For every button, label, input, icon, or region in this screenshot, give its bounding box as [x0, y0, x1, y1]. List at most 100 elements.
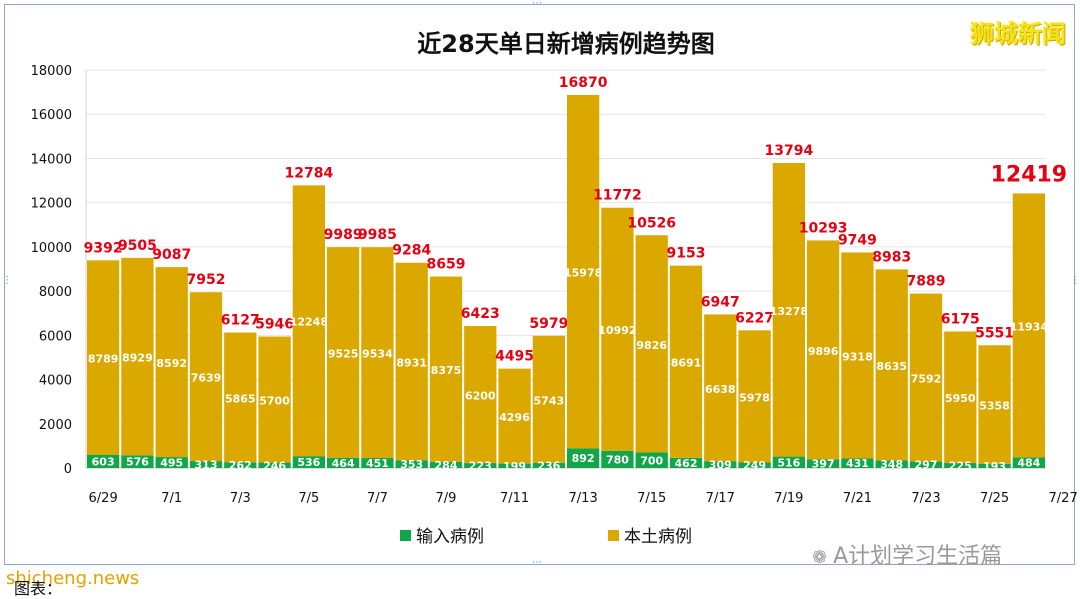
- legend-label: 输入病例: [416, 527, 484, 547]
- data-label-local: 5950: [945, 392, 976, 405]
- bar-imported: [258, 462, 291, 468]
- data-label-local: 5358: [979, 399, 1010, 412]
- data-label-local: 8789: [88, 352, 119, 365]
- y-tick-label: 10000: [31, 241, 72, 256]
- bar-imported: [189, 461, 223, 468]
- bar-imported: [978, 463, 1011, 468]
- data-label-imported: 353: [400, 458, 423, 471]
- bar-local: [361, 247, 394, 459]
- data-label-total: 12784: [284, 165, 333, 181]
- resize-handle-left[interactable]: ⋮: [2, 275, 12, 286]
- bar-imported: [224, 462, 257, 468]
- data-label-local: 8931: [396, 356, 427, 369]
- wechat-watermark-text: A计划学习生活篇: [833, 544, 1003, 569]
- data-label-total: 6175: [941, 311, 980, 327]
- data-label-total: 9749: [838, 232, 877, 248]
- y-tick-label: 6000: [39, 329, 72, 344]
- resize-handle-bottom[interactable]: ⋯: [532, 557, 542, 568]
- resize-handle-top[interactable]: ⋯: [532, 0, 542, 9]
- resize-handle-right[interactable]: ⋮: [1070, 275, 1080, 286]
- y-tick-label: 2000: [39, 418, 72, 433]
- data-label-total: 9505: [118, 238, 157, 254]
- x-tick-label: 7/17: [706, 491, 735, 506]
- data-label-imported: 431: [846, 457, 869, 470]
- bar-local: [669, 265, 703, 458]
- data-label-imported: 892: [572, 452, 595, 465]
- x-tick-label: 7/19: [774, 491, 803, 506]
- data-label-imported: 348: [880, 458, 903, 471]
- y-tick-label: 0: [64, 462, 72, 477]
- y-tick-label: 4000: [39, 374, 72, 389]
- y-tick-label: 16000: [31, 108, 72, 123]
- bar-local: [635, 235, 668, 453]
- data-label-total: 9392: [84, 240, 123, 256]
- wechat-watermark: ❁ A计划学习生活篇: [812, 538, 1002, 570]
- bar-local: [601, 207, 634, 451]
- bar-imported: [395, 460, 428, 468]
- data-label-imported: 780: [606, 453, 629, 466]
- bar-local: [567, 94, 600, 449]
- data-label-total: 9153: [667, 246, 706, 262]
- data-label-local: 7639: [191, 372, 222, 385]
- legend-swatch: [400, 530, 411, 541]
- bar-imported: [909, 461, 943, 468]
- bar-imported: [772, 456, 805, 468]
- x-tick-label: 7/21: [843, 491, 872, 506]
- x-tick-label: 7/3: [230, 491, 251, 506]
- bar-local: [258, 336, 291, 463]
- bar-imported: [155, 457, 188, 468]
- bar-local: [498, 368, 531, 464]
- bar-local: [429, 276, 463, 462]
- data-label-total: 4495: [495, 349, 534, 365]
- data-label-total: 5946: [255, 317, 294, 333]
- x-tick-label: 7/11: [500, 491, 529, 506]
- bar-local: [121, 257, 154, 456]
- bar-local: [464, 325, 497, 464]
- data-label-local: 9318: [842, 350, 873, 363]
- bar-local: [395, 262, 428, 461]
- data-label-local: 8635: [876, 360, 907, 373]
- data-label-local: 6638: [705, 383, 736, 396]
- data-label-imported: 223: [469, 460, 492, 473]
- data-label-local: 7592: [911, 372, 942, 385]
- data-label-imported: 284: [435, 459, 458, 472]
- bar-local: [909, 293, 943, 462]
- x-tick-label: 7/1: [161, 491, 182, 506]
- x-tick-label: 7/25: [980, 491, 1009, 506]
- x-tick-label: 6/29: [89, 491, 118, 506]
- bar-imported: [429, 461, 463, 468]
- data-label-local: 9896: [808, 345, 839, 358]
- bar-local: [738, 330, 771, 463]
- bar-imported: [464, 463, 497, 468]
- bar-imported: [327, 457, 360, 468]
- data-label-local: 5978: [739, 391, 770, 404]
- bar-imported: [875, 460, 908, 468]
- bar-local: [1012, 193, 1045, 458]
- data-label-local: 10992: [598, 324, 636, 337]
- data-label-local: 8375: [431, 364, 462, 377]
- data-label-total: 9087: [152, 247, 191, 263]
- bar-local: [292, 185, 325, 457]
- bar-imported: [532, 462, 565, 468]
- bar-local: [87, 260, 120, 455]
- bar-imported: [121, 455, 154, 468]
- data-label-imported: 262: [229, 459, 252, 472]
- data-label-local: 5700: [259, 395, 290, 408]
- data-label-total: 6423: [461, 306, 500, 322]
- y-tick-label: 18000: [31, 64, 72, 79]
- bar-local: [875, 269, 908, 461]
- data-label-local: 11934: [1010, 320, 1049, 333]
- bar-local: [532, 335, 565, 463]
- data-label-local: 6200: [465, 390, 496, 403]
- data-label-imported: 313: [195, 459, 218, 472]
- x-tick-label: 7/23: [911, 491, 940, 506]
- data-label-total: 5551: [975, 325, 1014, 341]
- x-tick-label: 7/13: [569, 491, 598, 506]
- x-tick-label: 7/5: [298, 491, 319, 506]
- bar-local: [189, 292, 223, 462]
- data-label-imported: 199: [503, 460, 526, 473]
- data-label-total: 13794: [764, 143, 813, 159]
- data-label-imported: 236: [537, 459, 560, 472]
- data-label-imported: 495: [160, 457, 183, 470]
- site-watermark: shicheng.news: [6, 568, 140, 589]
